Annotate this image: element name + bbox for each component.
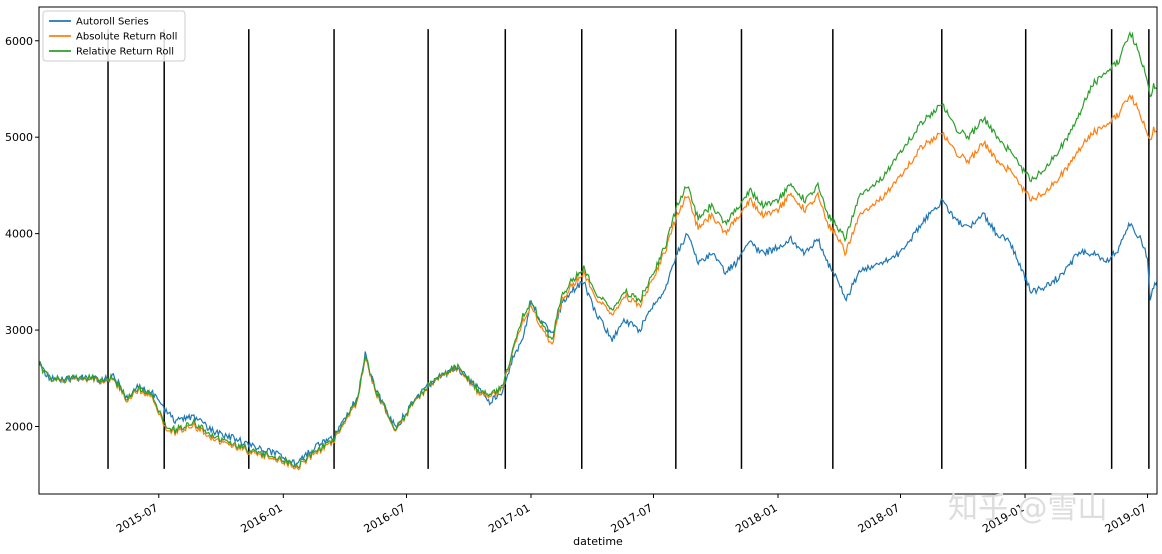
- y-tick-label: 5000: [5, 131, 33, 144]
- vertical-lines: [107, 29, 1150, 469]
- x-tick-label: 2017-01: [486, 501, 532, 535]
- x-tick-label: 2016-07: [362, 501, 408, 535]
- x-tick-label: 2018-07: [856, 501, 902, 535]
- x-tick-label: 2019-07: [1103, 501, 1149, 535]
- series-line: [38, 93, 1158, 471]
- x-tick-label: 2018-01: [733, 501, 779, 535]
- x-tick-label: 2015-07: [114, 501, 160, 535]
- legend-box: [42, 10, 186, 62]
- legend-entry: Absolute Return Roll: [76, 32, 177, 43]
- y-tick-label: 2000: [5, 420, 33, 433]
- y-tick-label: 3000: [5, 324, 33, 337]
- x-tick-label: 2016-01: [238, 501, 284, 535]
- x-axis-title: datetime: [573, 535, 623, 548]
- y-tick-label: 6000: [5, 35, 33, 48]
- series-layer: [38, 30, 1158, 471]
- legend-entry: Relative Return Roll: [76, 47, 174, 58]
- y-tick-label: 4000: [5, 228, 33, 241]
- legend: Autoroll Series Absolute Return Roll Relat…: [42, 10, 186, 62]
- plot-frame: [38, 6, 1158, 495]
- series-line: [38, 198, 1158, 469]
- series-line: [38, 30, 1158, 469]
- y-axis: 2000 3000 4000 5000 6000: [5, 35, 39, 433]
- watermark: 知乎 @雪山: [948, 491, 1108, 526]
- legend-entry: Autoroll Series: [76, 17, 149, 28]
- x-tick-label: 2017-07: [609, 501, 655, 535]
